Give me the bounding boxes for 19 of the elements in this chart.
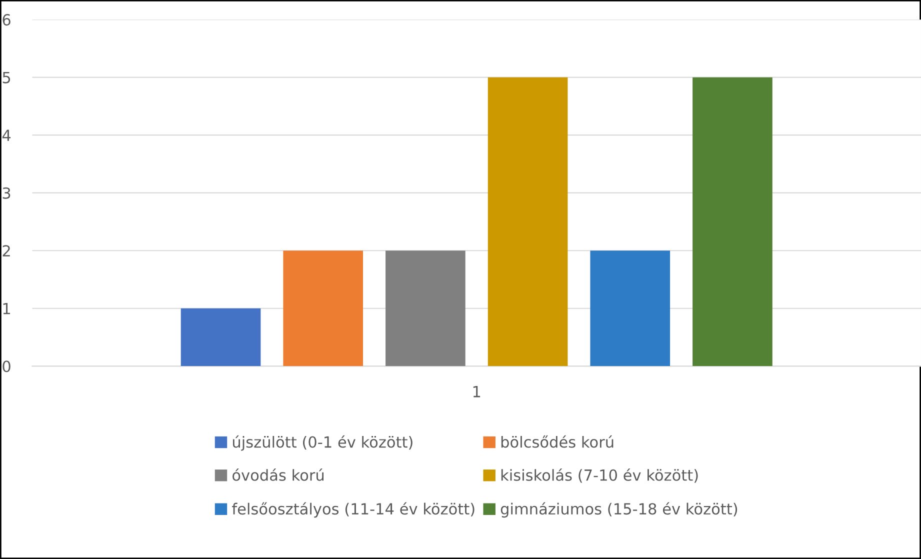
- bar: [590, 250, 670, 366]
- legend-label: gimnáziumos (15-18 év között): [500, 502, 738, 518]
- y-tick-label: 0: [2, 360, 10, 372]
- y-tick-label: 1: [3, 303, 10, 314]
- y-tick-label: 4: [2, 130, 11, 141]
- legend-label: kisiskolás (7-10 év között): [501, 468, 698, 483]
- legend-label: újszülött (0-1 év között): [232, 435, 412, 451]
- y-tick-label: 2: [2, 245, 10, 256]
- bar: [488, 77, 568, 366]
- bar: [283, 250, 364, 366]
- bar: [386, 250, 466, 366]
- y-tick-label: 3: [2, 187, 10, 199]
- bar: [180, 308, 261, 366]
- bar: [692, 77, 772, 366]
- legend-label: óvodás korú: [232, 468, 324, 481]
- y-tick-label: 5: [2, 72, 10, 84]
- legend-label: bölcsődés korú: [501, 435, 614, 448]
- y-tick-label: 6: [2, 14, 10, 26]
- legend-label: felsőosztályos (11-14 év között): [232, 502, 474, 518]
